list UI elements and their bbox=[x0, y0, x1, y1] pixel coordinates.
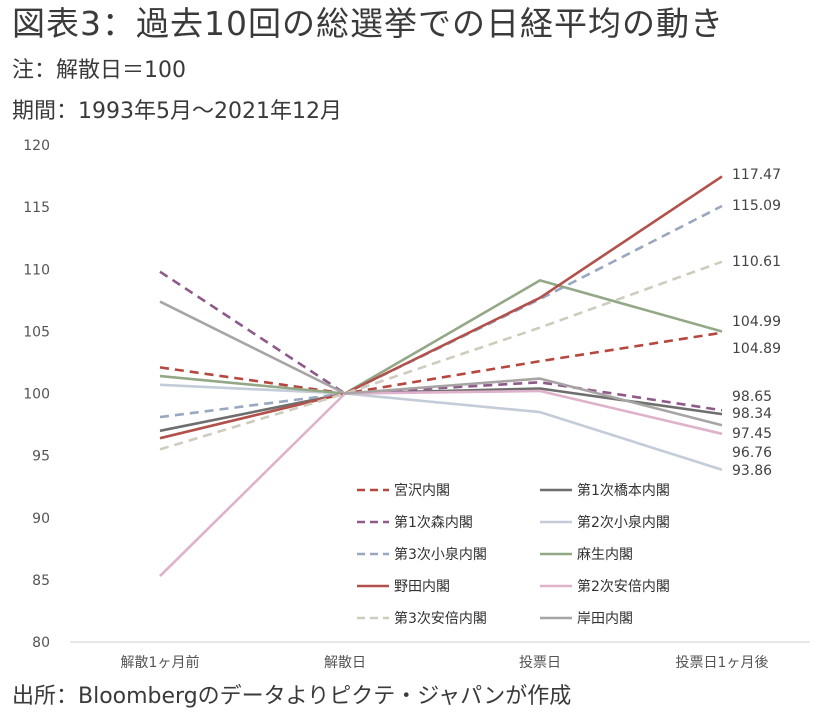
end-value-label: 93.86 bbox=[732, 463, 772, 479]
legend-label: 第3次安倍内閣 bbox=[394, 610, 487, 627]
series-line bbox=[159, 300, 723, 427]
legend-label: 第3次小泉内閣 bbox=[394, 546, 487, 563]
chart-period: 期間：1993年5月〜2021年12月 bbox=[12, 99, 342, 124]
end-value-label: 98.65 bbox=[732, 389, 772, 405]
series-lines bbox=[159, 175, 723, 578]
series-line bbox=[159, 279, 723, 395]
series-line bbox=[159, 331, 723, 395]
series-line bbox=[159, 387, 723, 433]
x-tick-label: 投票日 bbox=[519, 655, 561, 671]
y-tick-label: 115 bbox=[23, 200, 50, 216]
y-tick-label: 105 bbox=[23, 324, 50, 340]
x-tick-label: 投票日1ヶ月後 bbox=[676, 655, 769, 671]
y-tick-label: 100 bbox=[23, 387, 50, 403]
source-note: 出所：Bloombergのデータよりピクテ・ジャパンが作成 bbox=[12, 684, 572, 709]
legend-label: 宮沢内閣 bbox=[394, 483, 450, 499]
y-tick-label: 90 bbox=[32, 511, 50, 527]
y-tick-label: 85 bbox=[32, 573, 50, 589]
y-tick-label: 80 bbox=[32, 635, 50, 651]
legend-label: 第2次安倍内閣 bbox=[577, 578, 670, 595]
chart-note: 注：解散日＝100 bbox=[12, 58, 186, 83]
legend-label: 野田内閣 bbox=[394, 579, 450, 595]
legend-label: 第1次橋本内閣 bbox=[577, 482, 670, 499]
end-value-label: 110.61 bbox=[732, 254, 781, 270]
y-tick-label: 120 bbox=[23, 138, 50, 154]
series-line bbox=[159, 383, 723, 472]
end-value-label: 104.99 bbox=[732, 314, 781, 330]
legend-label: 岸田内閣 bbox=[577, 611, 633, 627]
x-axis-ticks: 解散1ヶ月前 解散日 投票日 投票日1ヶ月後 bbox=[121, 654, 769, 671]
end-value-label: 104.89 bbox=[732, 341, 781, 357]
legend-label: 第2次小泉内閣 bbox=[577, 514, 670, 531]
x-tick-label: 解散日 bbox=[324, 655, 366, 671]
chart-title: 図表3：過去10回の総選挙での日経平均の動き bbox=[12, 4, 724, 43]
legend: 宮沢内閣 第1次橋本内閣第1次森内閣 第2次小泉内閣第3次小泉内閣 麻生内閣野田内閣第… bbox=[357, 482, 670, 627]
end-value-label: 96.76 bbox=[732, 445, 772, 461]
series-line bbox=[159, 204, 723, 419]
x-tick-label: 解散1ヶ月前 bbox=[121, 654, 200, 671]
legend-label: 第1次森内閣 bbox=[394, 514, 473, 531]
end-value-label: 115.09 bbox=[732, 198, 781, 214]
end-value-label: 97.45 bbox=[732, 426, 772, 442]
series-line bbox=[159, 270, 723, 412]
end-value-label: 117.47 bbox=[732, 167, 781, 183]
legend-label: 麻生内閣 bbox=[577, 547, 633, 563]
y-axis-ticks: 80 85 90 95 100 105 110 115 120 bbox=[23, 138, 50, 651]
y-tick-label: 110 bbox=[23, 262, 50, 278]
series-line bbox=[159, 389, 723, 578]
end-value-label: 98.34 bbox=[732, 406, 772, 422]
series-line bbox=[159, 175, 723, 440]
y-tick-label: 95 bbox=[32, 449, 50, 465]
series-line bbox=[159, 260, 723, 451]
